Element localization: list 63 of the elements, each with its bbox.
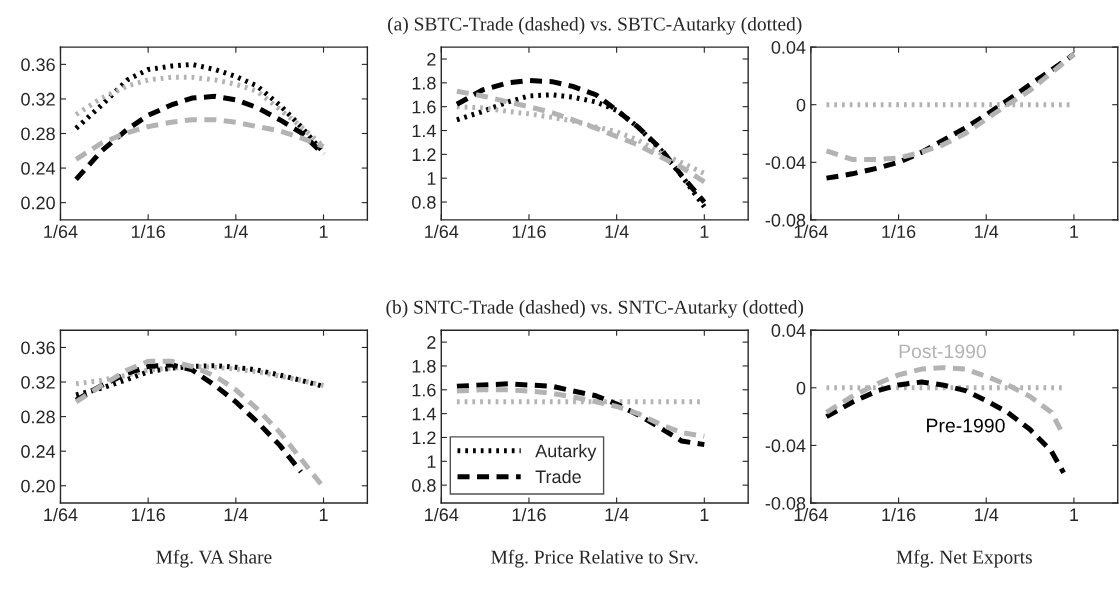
x-tick-label: 1 [319, 225, 328, 238]
x-tick-label: 1/4 [224, 507, 248, 522]
y-tick-label: 0.32 [21, 375, 55, 389]
y-tick-label: 0.04 [771, 324, 806, 337]
y-tick-label: 0.32 [21, 92, 55, 106]
x-tick-label: 1/16 [512, 507, 546, 522]
y-tick-label: 0.8 [412, 479, 436, 492]
y-tick-label: 0.24 [21, 162, 56, 175]
y-tick-label: 0 [796, 98, 806, 112]
y-tick-label: 2 [427, 52, 436, 66]
y-tick-label: 2 [427, 336, 436, 349]
y-tick-label: 0.28 [21, 410, 55, 424]
y-tick-label: 1 [427, 455, 436, 468]
y-tick-label: 1.6 [412, 100, 436, 114]
y-tick-label: 1.2 [412, 148, 436, 161]
series-label: Post-1990 [899, 344, 986, 359]
x-axis-title: Mfg. Price Relative to Srv. [491, 549, 698, 568]
x-tick-label: 1/4 [975, 507, 999, 522]
x-tick-label: 1/64 [44, 224, 78, 239]
x-tick-label: 1 [1070, 508, 1079, 521]
x-tick-label: 1/16 [131, 224, 165, 239]
x-tick-label: 1 [1070, 225, 1079, 238]
legend-label: Trade [535, 469, 581, 484]
x-tick-label: 1/64 [425, 224, 459, 239]
x-axis-title: Mfg. VA Share [156, 549, 272, 568]
x-tick-label: 1 [319, 508, 328, 521]
y-tick-label: 1 [427, 172, 436, 185]
y-tick-label: 0.8 [412, 195, 436, 209]
y-tick-label: 0.20 [21, 196, 55, 210]
x-tick-label: 1/4 [605, 224, 629, 239]
x-tick-label: 1/4 [224, 224, 248, 239]
y-tick-label: 1.2 [412, 431, 436, 445]
y-tick-label: 0.36 [21, 58, 55, 72]
y-tick-label: 0.20 [21, 479, 55, 493]
x-tick-label: 1/4 [605, 507, 629, 522]
y-tick-label: 0.04 [771, 41, 806, 54]
x-tick-label: 1/16 [131, 507, 165, 522]
chart-title: (b) SNTC-Trade (dashed) vs. SNTC-Autarky (dotted) [386, 300, 804, 318]
y-tick-label: 1.8 [412, 359, 436, 373]
x-tick-label: 1/64 [44, 507, 78, 522]
x-tick-label: 1/16 [882, 507, 916, 522]
x-tick-label: 1 [700, 508, 709, 521]
series-label: Pre-1990 [927, 418, 1005, 433]
x-tick-label: 1 [700, 225, 709, 238]
x-tick-label: 1/16 [512, 224, 546, 239]
y-tick-label: -0.04 [765, 439, 806, 453]
x-tick-label: 1/64 [425, 507, 459, 522]
y-tick-label: -0.08 [765, 496, 806, 510]
x-tick-label: 1/64 [794, 507, 828, 522]
x-tick-label: 1/4 [975, 224, 999, 239]
y-tick-label: 1.6 [412, 383, 436, 397]
y-tick-label: 0.28 [21, 127, 55, 141]
x-tick-label: 1/16 [882, 224, 916, 239]
y-tick-label: 1.4 [412, 124, 436, 138]
y-tick-label: 0.24 [21, 445, 56, 458]
y-tick-label: 1.4 [412, 407, 436, 421]
chart-title: (a) SBTC-Trade (dashed) vs. SBTC-Autarky (dotted) [388, 16, 802, 35]
y-tick-label: -0.04 [765, 156, 806, 170]
y-tick-label: 0 [796, 381, 806, 395]
y-tick-label: 0.36 [21, 341, 55, 355]
x-axis-title: Mfg. Net Exports [896, 549, 1032, 568]
y-tick-label: 1.8 [412, 76, 436, 90]
legend-label: Autarky [535, 444, 597, 461]
